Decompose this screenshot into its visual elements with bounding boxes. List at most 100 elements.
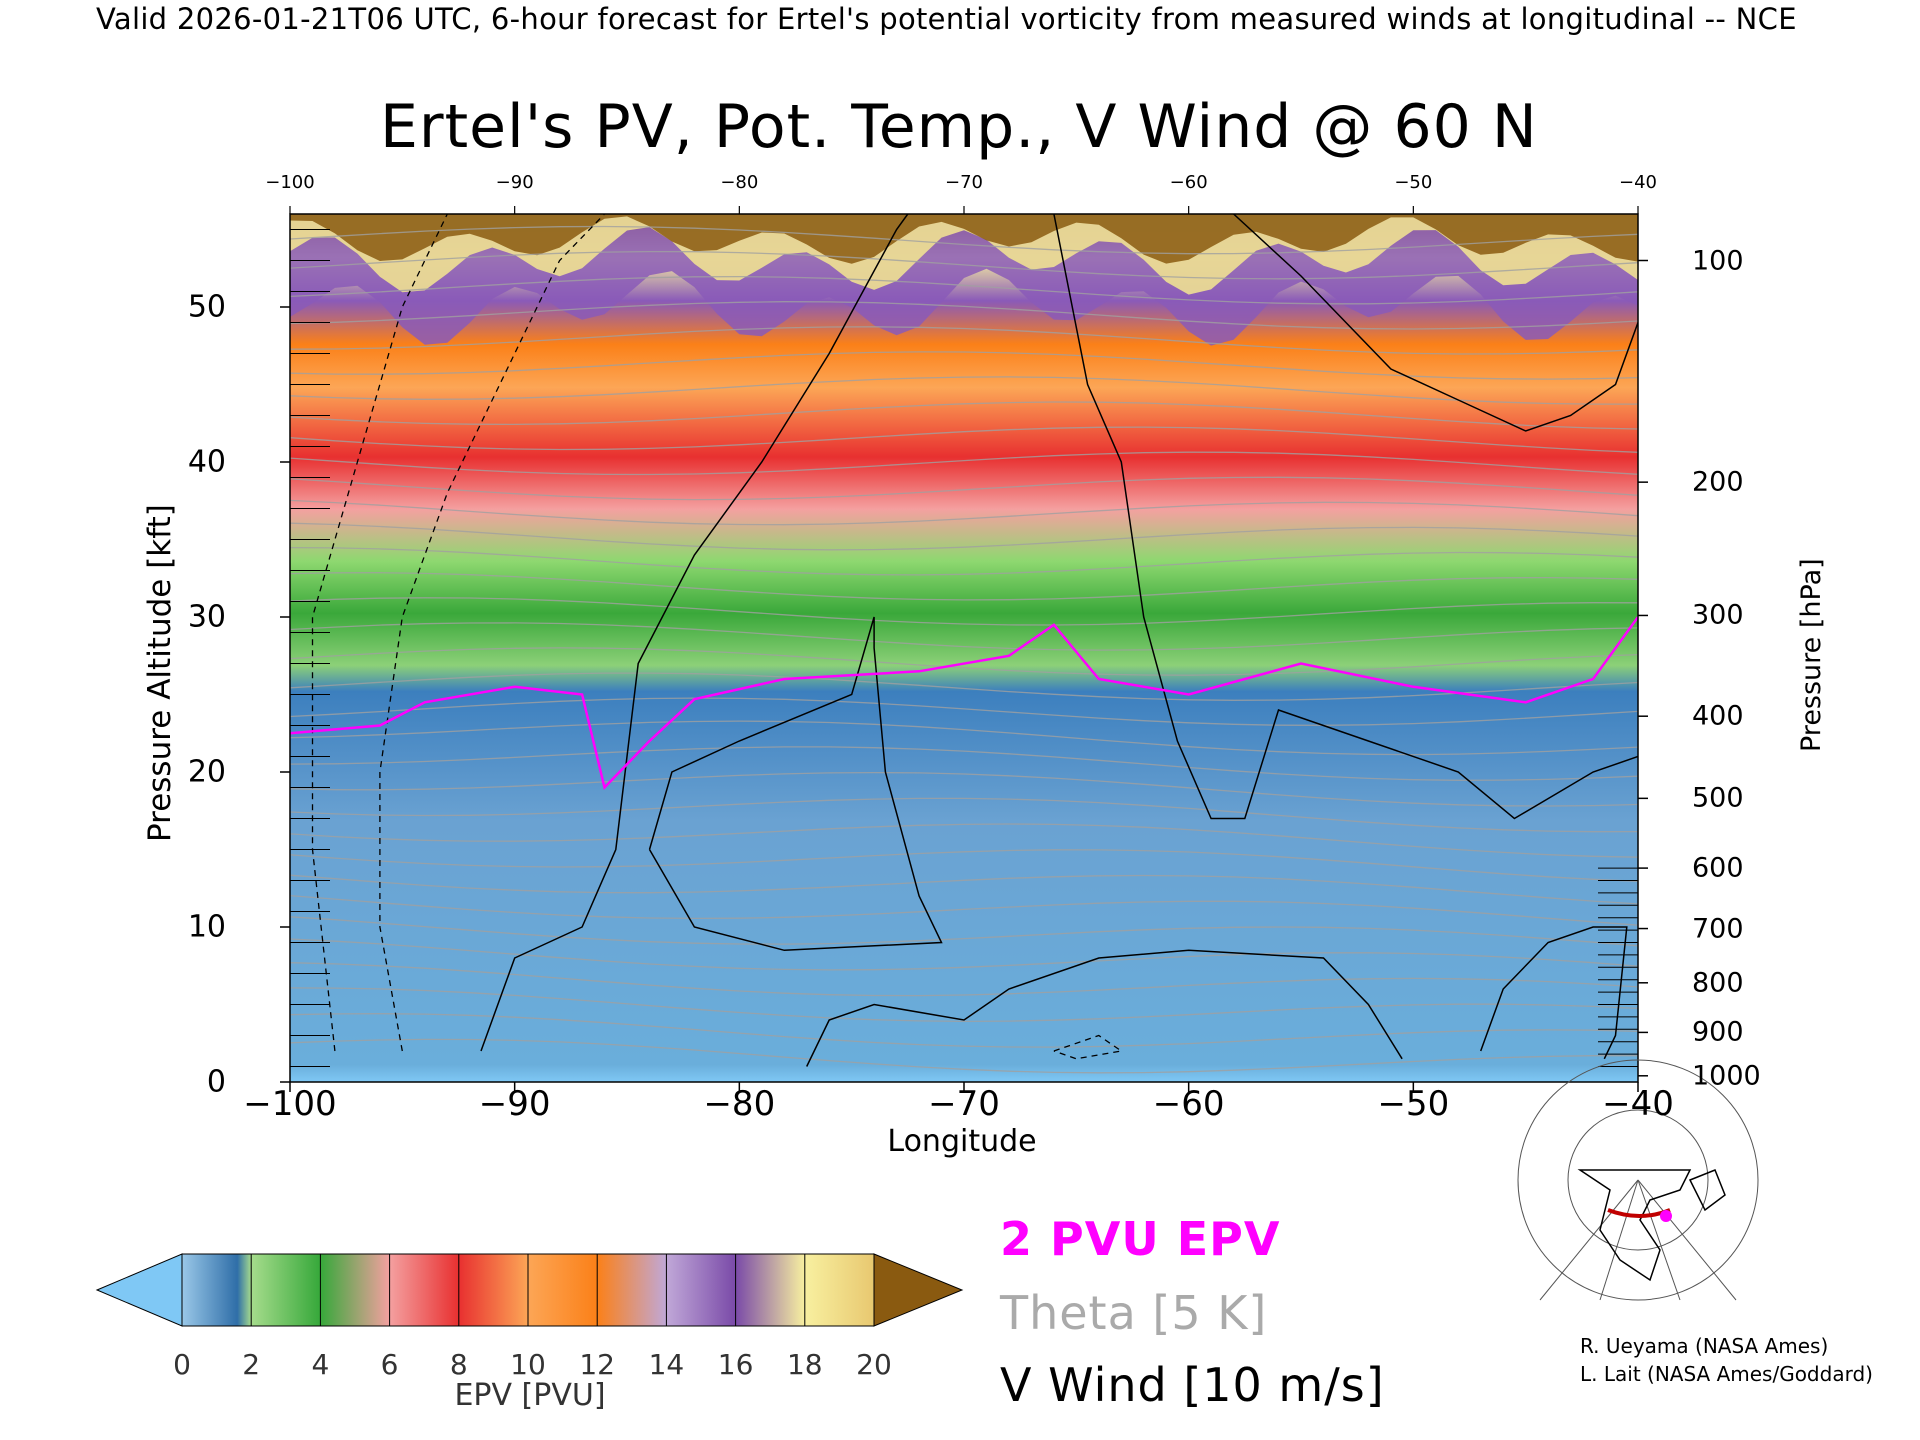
y-right-tick-label: 200	[1692, 466, 1744, 498]
theta-contour	[290, 426, 1638, 453]
colorbar-title: EPV [PVU]	[454, 1378, 606, 1413]
y-right-tick-label: 900	[1692, 1016, 1744, 1048]
pv-field	[290, 214, 1638, 1082]
y-right-tick-label: 800	[1692, 967, 1744, 999]
pv2-contour	[290, 616, 1638, 791]
theta-contour	[290, 225, 1638, 255]
theta-contour	[290, 987, 1638, 1023]
theta-contour	[290, 451, 1638, 476]
theta-contour	[290, 572, 1638, 601]
polar-map-icon	[1517, 1059, 1759, 1301]
theta-contour	[290, 647, 1638, 676]
y-right-tick-label: 1000	[1692, 1060, 1761, 1092]
x-top-tick-label: −60	[1169, 172, 1208, 193]
x-tick-label: −60	[1152, 1084, 1225, 1124]
theta-contour	[290, 797, 1638, 833]
header-text: Valid 2026-01-21T06 UTC, 6-hour forecast…	[96, 2, 1797, 36]
theta-contour	[290, 546, 1638, 576]
credit-line-2: L. Lait (NASA Ames/Goddard)	[1580, 1362, 1873, 1386]
theta-contour	[290, 849, 1638, 882]
x-tick-label: −70	[928, 1084, 1000, 1124]
pv-band-3	[290, 214, 1638, 264]
vwind-contour-2	[1053, 214, 1638, 820]
legend-pvu: 2 PVU EPV	[1000, 1212, 1281, 1266]
y-left-tick-label: 40	[187, 444, 226, 480]
y-right-tick-label: 600	[1692, 852, 1744, 884]
x-top-tick-label: −90	[495, 172, 534, 193]
theta-contour	[290, 499, 1638, 526]
theta-contour	[290, 962, 1638, 997]
legend-vwind: V Wind [10 m/s]	[1000, 1358, 1385, 1412]
y-right-tick-label: 500	[1692, 782, 1744, 814]
y-left-tick-label: 0	[206, 1064, 226, 1100]
vwind-contour-0	[480, 214, 909, 1052]
colorbar-tick-label: 4	[311, 1348, 330, 1381]
vwind-contour-3	[806, 949, 1403, 1067]
theta-contour	[290, 938, 1638, 971]
theta-contour	[290, 672, 1638, 701]
credit-line-1: R. Ueyama (NASA Ames)	[1580, 1334, 1829, 1358]
colorbar-over-arrow	[873, 1253, 964, 1327]
x-axis-label: Longitude	[887, 1124, 1037, 1159]
y-right-tick-label: 700	[1692, 913, 1744, 945]
colorbar-tick-label: 6	[380, 1348, 399, 1381]
y-left-tick-label: 10	[187, 909, 226, 945]
colorbar-tick-label: 0	[173, 1348, 191, 1381]
theta-contour	[290, 597, 1638, 626]
chart-title: Ertel's PV, Pot. Temp., V Wind @ 60 N	[380, 92, 1538, 162]
y-left-tick-label: 20	[187, 754, 226, 790]
theta-contour	[290, 401, 1638, 430]
theta-contour	[290, 771, 1638, 807]
vwind-contour-1	[648, 616, 943, 952]
colorbar-tick-label: 16	[717, 1348, 754, 1381]
theta-contour	[290, 326, 1638, 355]
colorbar-tick-label: 12	[579, 1348, 616, 1381]
colorbar	[95, 1253, 964, 1327]
theta-contour	[290, 916, 1638, 947]
colorbar-tick-label: 10	[510, 1348, 546, 1381]
theta-contour	[290, 522, 1638, 551]
y-right-tick-label: 400	[1692, 700, 1744, 732]
y-axis-label-right: Pressure [hPa]	[1796, 558, 1827, 752]
theta-contour	[290, 1038, 1638, 1074]
theta-contour	[290, 476, 1638, 501]
legend-theta: Theta [5 K]	[1000, 1286, 1268, 1340]
vwind-contour-4	[1479, 926, 1628, 1060]
theta-contour	[290, 275, 1638, 305]
theta-contour	[290, 301, 1638, 330]
x-top-tick-label: −70	[945, 172, 983, 193]
theta-contour	[290, 697, 1638, 726]
vwind-contour-5	[1233, 214, 1638, 432]
x-tick-label: −90	[478, 1084, 551, 1124]
colorbar-tick-label: 14	[648, 1348, 685, 1381]
theta-contour	[290, 823, 1638, 858]
y-right-tick-label: 100	[1692, 245, 1744, 276]
theta-contour	[290, 351, 1638, 380]
x-tick-label: −40	[1602, 1084, 1674, 1124]
theta-contour	[290, 894, 1638, 926]
colorbar-tick-label: 20	[856, 1348, 892, 1381]
x-tick-label: −50	[1377, 1084, 1450, 1124]
theta-contour	[290, 874, 1638, 905]
x-top-tick-label: −50	[1394, 172, 1433, 193]
colorbar-tick-label: 2	[242, 1348, 261, 1381]
theta-contour	[290, 746, 1638, 781]
vwind-neg-contour-1	[311, 214, 448, 1052]
y-left-tick-label: 30	[187, 599, 226, 635]
theta-contour	[290, 376, 1638, 405]
y-left-tick-label: 50	[187, 289, 226, 325]
colorbar-tick-label: 18	[786, 1348, 823, 1381]
x-top-tick-label: −80	[720, 172, 759, 193]
y-right-tick-label: 300	[1692, 599, 1744, 631]
x-top-tick-label: −100	[265, 172, 315, 193]
theta-contour	[290, 1013, 1638, 1048]
theta-contour	[290, 250, 1638, 280]
x-tick-label: −80	[703, 1084, 776, 1124]
colorbar-under-arrow	[95, 1253, 183, 1327]
theta-contour	[290, 720, 1638, 756]
y-axis-label-left: Pressure Altitude [kft]	[142, 504, 178, 842]
x-tick-label: −100	[243, 1084, 337, 1124]
colorbar-tick-label: 8	[449, 1348, 468, 1381]
theta-contour	[290, 622, 1638, 651]
